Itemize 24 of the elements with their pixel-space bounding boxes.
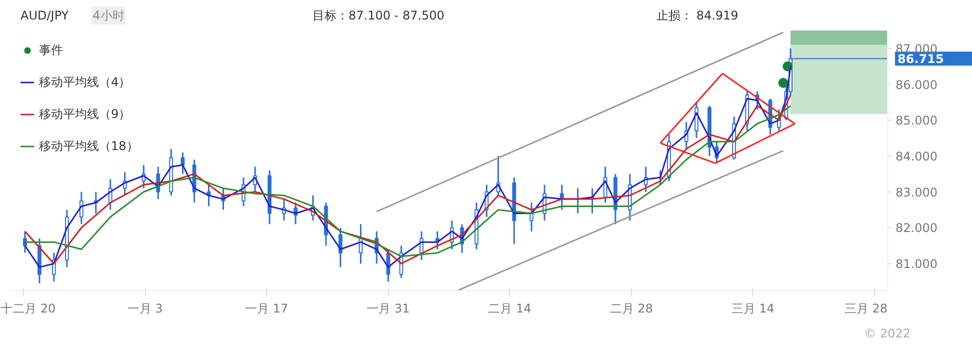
- legend-label: 事件: [39, 42, 63, 58]
- text: © 2022: [864, 326, 911, 340]
- y-tick-label: 83.000: [896, 185, 938, 200]
- x-tick-label: 十二月 20: [0, 302, 56, 316]
- y-tick-label: 85.000: [896, 114, 938, 128]
- x-tick-label: 二月 14: [488, 302, 532, 316]
- y-tick-label: 81.000: [896, 257, 938, 272]
- chart-subtitle: 4小时: [92, 8, 124, 22]
- chart-title: AUD/JPY: [20, 8, 70, 22]
- text: 目标：87.100 - 87.500: [312, 8, 444, 22]
- y-tick-label: 86.000: [896, 78, 938, 92]
- x-tick-label: 三月 14: [731, 302, 774, 316]
- y-tick-label: 82.000: [896, 221, 938, 236]
- x-tick-label: 一月 31: [366, 302, 410, 316]
- y-tick-label: 84.000: [896, 150, 938, 164]
- x-tick-label: 一月 3: [127, 302, 163, 316]
- text: 止损： 84.919: [656, 8, 738, 22]
- x-tick-label: 二月 28: [610, 302, 653, 316]
- x-tick-label: 三月 28: [844, 302, 888, 316]
- ref-line-label: 86.715: [898, 52, 944, 66]
- legend-label: 移动平均线（9）: [39, 106, 131, 122]
- legend-label: 移动平均线（18）: [39, 138, 138, 154]
- x-tick-label: 一月 17: [245, 302, 288, 316]
- legend-label: 移动平均线（4）: [39, 74, 131, 90]
